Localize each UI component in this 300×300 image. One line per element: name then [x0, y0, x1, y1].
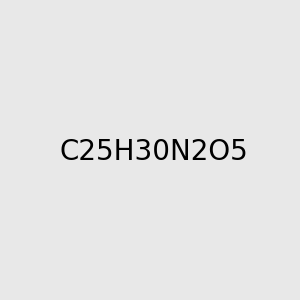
Text: C25H30N2O5: C25H30N2O5 [59, 137, 248, 166]
